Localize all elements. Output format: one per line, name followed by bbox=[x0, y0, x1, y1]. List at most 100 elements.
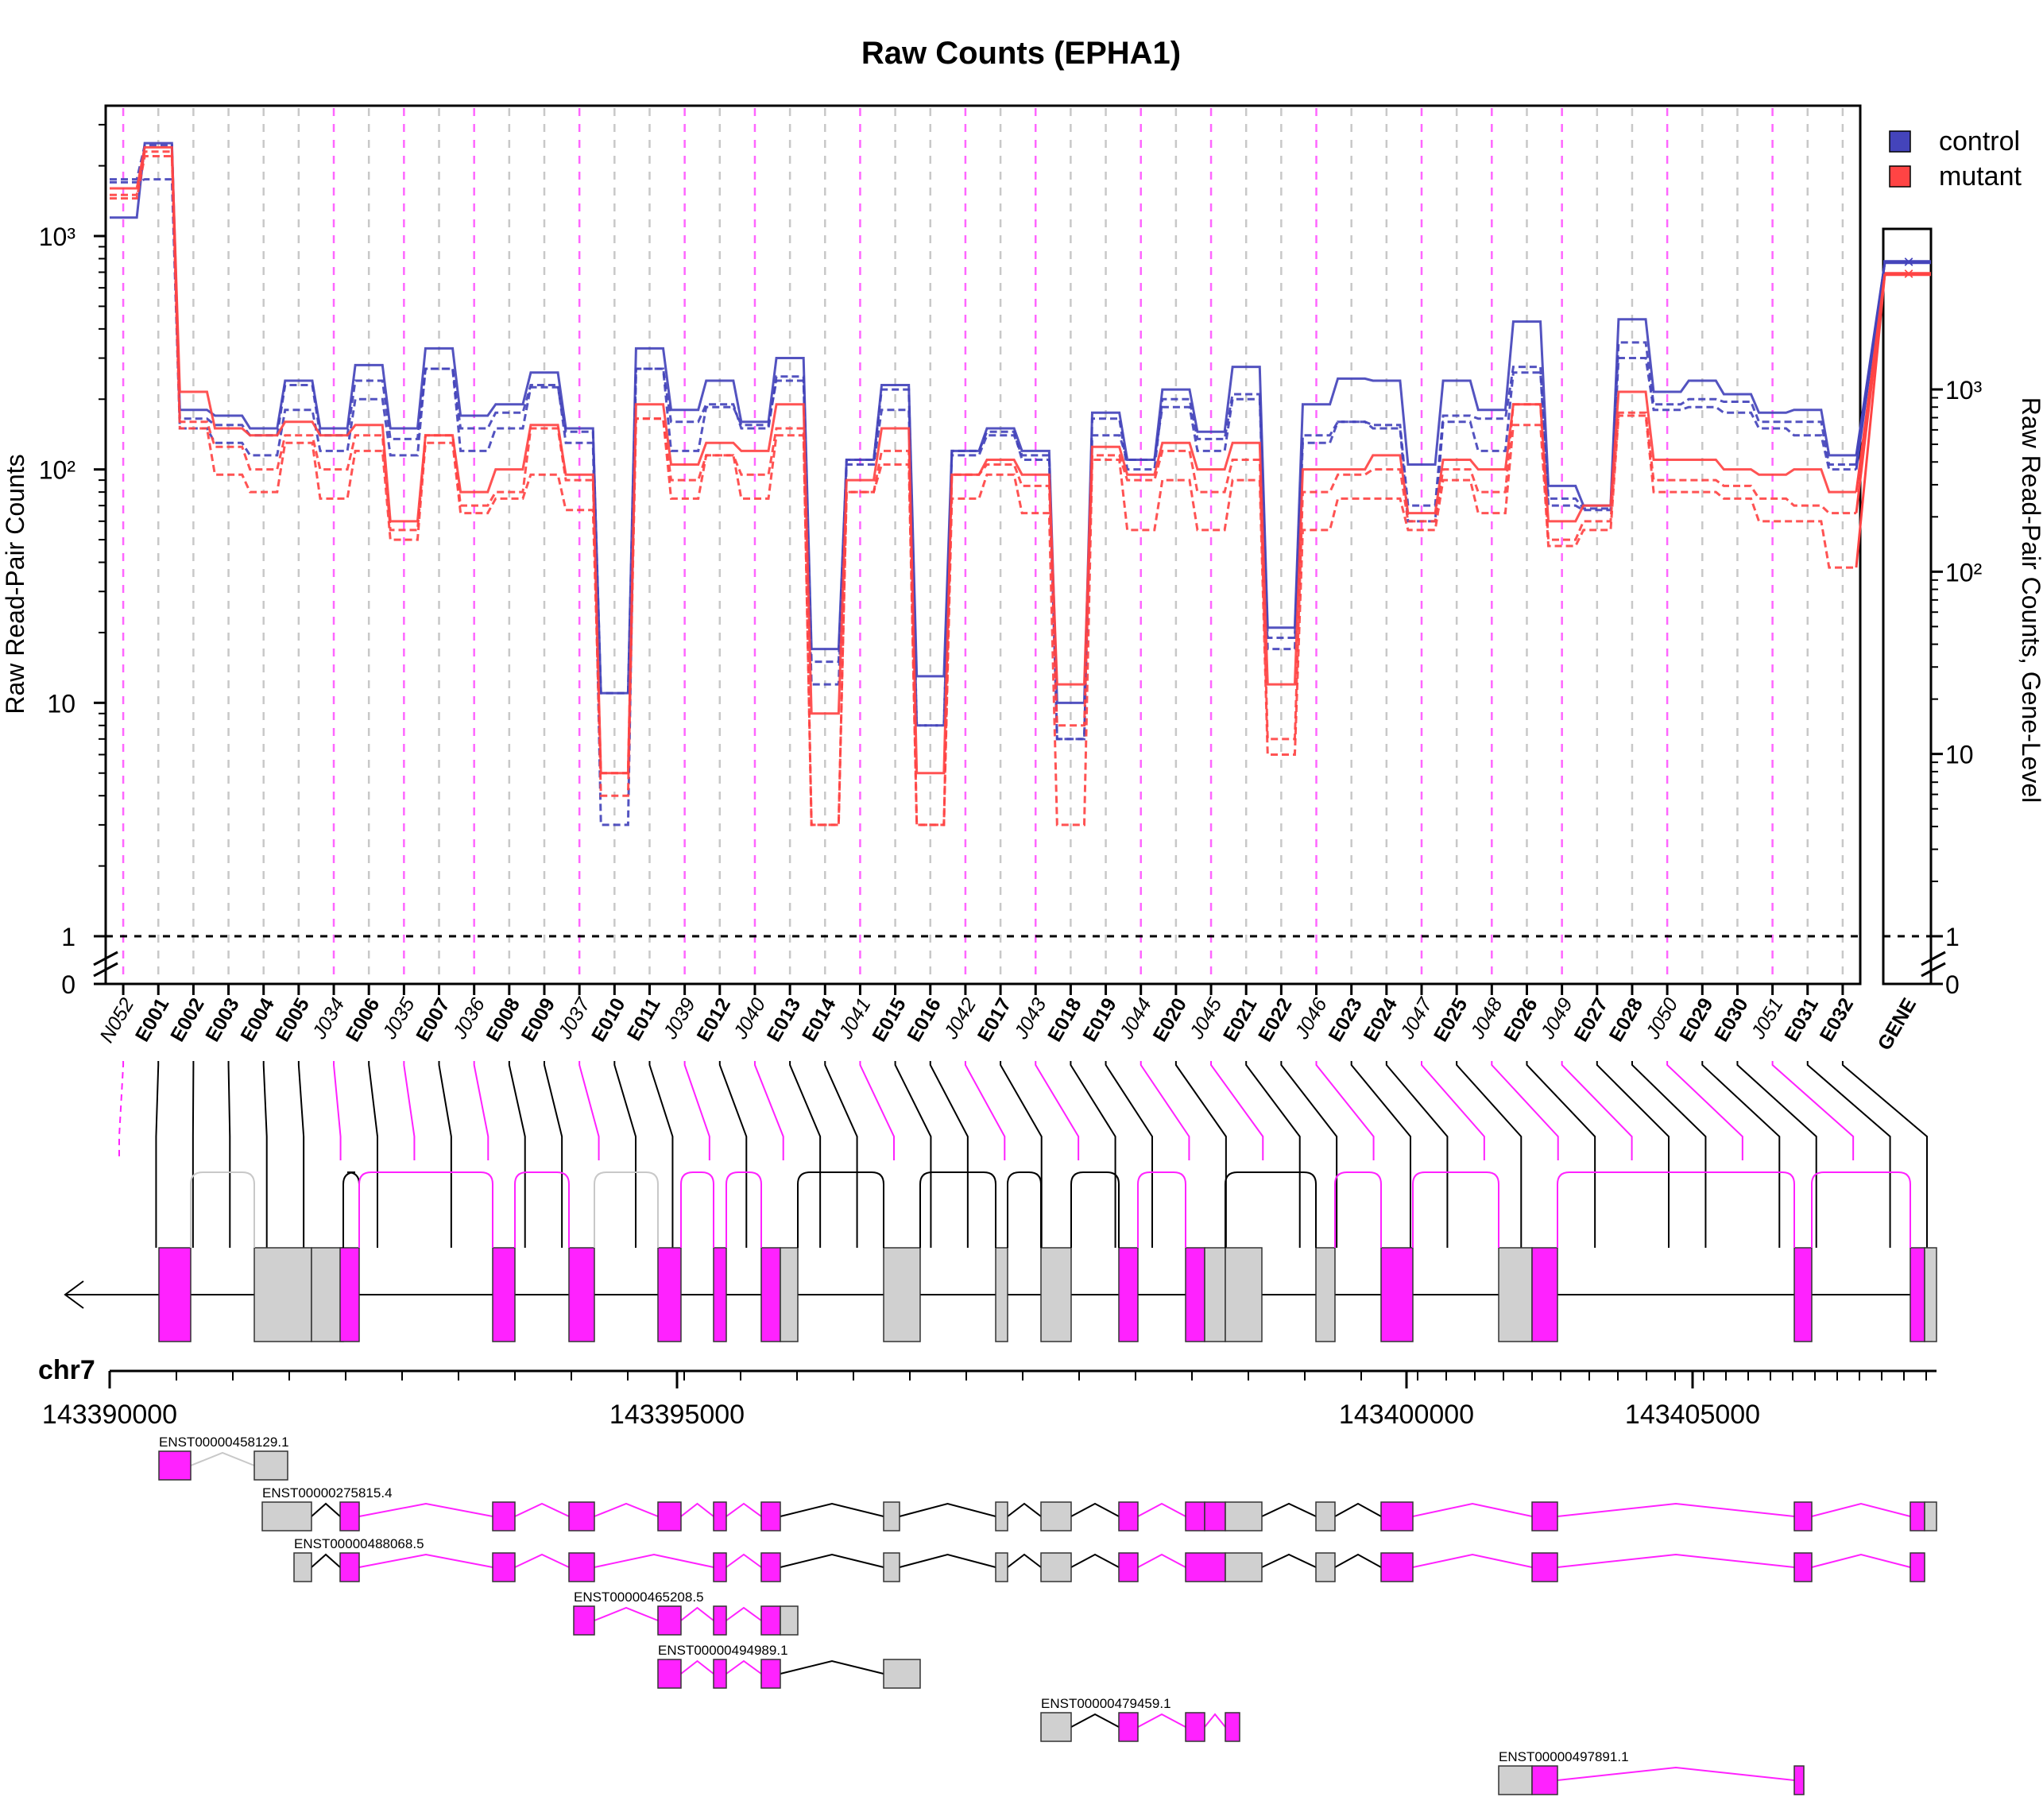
feature-label: E017 bbox=[973, 994, 1016, 1046]
transcript-intron bbox=[725, 1553, 762, 1568]
exon-box bbox=[760, 1247, 781, 1342]
transcript-exon bbox=[1531, 1552, 1558, 1582]
right-tick-label: 0 bbox=[1945, 970, 1960, 999]
feature-label: E022 bbox=[1254, 994, 1296, 1046]
gene-label: GENE bbox=[1874, 994, 1921, 1054]
mutant-sample-line bbox=[110, 145, 1856, 775]
feature-label: E007 bbox=[412, 994, 454, 1046]
transcript-intron bbox=[594, 1553, 714, 1568]
noncoding-box bbox=[311, 1247, 344, 1342]
splice-arc bbox=[514, 1171, 570, 1248]
splice-arc bbox=[1007, 1171, 1042, 1248]
main-plot-frame bbox=[104, 104, 1862, 986]
feature-connector bbox=[227, 1061, 231, 1248]
legend: control mutant bbox=[1889, 126, 2022, 192]
transcript-intron bbox=[725, 1502, 762, 1517]
mutant-sample-line bbox=[110, 154, 1856, 827]
splice-arc bbox=[358, 1171, 493, 1248]
feature-connector bbox=[1526, 1061, 1596, 1248]
feature-label: E019 bbox=[1078, 994, 1120, 1046]
splice-arc bbox=[1412, 1171, 1499, 1248]
transcript-exon bbox=[713, 1552, 727, 1582]
feature-connector bbox=[683, 1061, 710, 1160]
feature-label: E029 bbox=[1675, 994, 1717, 1046]
exon-box bbox=[1910, 1247, 1925, 1342]
feature-label: E025 bbox=[1430, 994, 1472, 1046]
feature-label: E005 bbox=[272, 994, 314, 1046]
noncoding-box bbox=[1315, 1247, 1336, 1342]
exon-box bbox=[1531, 1247, 1558, 1342]
transcript-intron bbox=[680, 1606, 714, 1621]
feature-connector bbox=[1000, 1061, 1043, 1248]
transcript-exon bbox=[1225, 1501, 1263, 1532]
feature-label: E012 bbox=[693, 994, 735, 1046]
feature-connector bbox=[192, 1061, 195, 1248]
feature-connector bbox=[1456, 1061, 1523, 1248]
transcript-exon bbox=[1118, 1712, 1139, 1742]
right-tick-label: 10 bbox=[1945, 741, 1974, 769]
feature-connector bbox=[1070, 1061, 1116, 1248]
exon-box bbox=[657, 1247, 682, 1342]
transcript-label: ENST00000479459.1 bbox=[1041, 1696, 1171, 1711]
right-tick-label: 10³ bbox=[1945, 376, 1983, 405]
genome-axis: chr7 143390000 143395000 143400000 143405000 bbox=[38, 1355, 1937, 1430]
feature-connector bbox=[859, 1061, 895, 1160]
transcript-intron bbox=[1412, 1502, 1533, 1517]
noncoding-box bbox=[883, 1247, 921, 1342]
transcript-exon bbox=[1040, 1501, 1072, 1532]
splice-arc bbox=[1557, 1171, 1795, 1248]
feature-label: E031 bbox=[1781, 994, 1823, 1046]
feature-label: E010 bbox=[587, 994, 629, 1046]
feature-label: E024 bbox=[1360, 994, 1402, 1046]
feature-label: E001 bbox=[131, 994, 173, 1046]
genome-tick-label: 143390000 bbox=[42, 1400, 177, 1430]
noncoding-box bbox=[995, 1247, 1008, 1342]
transcript-exon bbox=[760, 1659, 781, 1689]
transcript-intron bbox=[725, 1606, 762, 1621]
feature-connector bbox=[578, 1061, 600, 1160]
feature-label: E026 bbox=[1499, 994, 1542, 1046]
control-sample-line bbox=[110, 144, 1856, 827]
feature-connector bbox=[1035, 1061, 1080, 1160]
transcript-exon bbox=[1531, 1501, 1558, 1532]
transcript-intron bbox=[311, 1553, 341, 1568]
feature-connector bbox=[964, 1061, 1006, 1160]
transcript-exon bbox=[883, 1552, 900, 1582]
left-tick-label: 10 bbox=[47, 689, 75, 718]
exon-box bbox=[158, 1247, 192, 1342]
feature-label: N052 bbox=[95, 994, 138, 1047]
feature-label: E030 bbox=[1710, 994, 1752, 1046]
feature-connector bbox=[262, 1061, 268, 1248]
control-sample-line bbox=[110, 141, 1856, 704]
feature-connector bbox=[1491, 1061, 1559, 1160]
transcript-exon bbox=[780, 1605, 799, 1636]
control-gene-level-mark: × bbox=[1903, 252, 1914, 273]
gene-panel-frame bbox=[1882, 227, 1933, 986]
feature-label: E027 bbox=[1570, 994, 1612, 1046]
transcript-intron bbox=[1137, 1502, 1186, 1517]
transcript-intron bbox=[1070, 1713, 1120, 1728]
transcript-intron bbox=[1557, 1553, 1795, 1568]
transcript-exon bbox=[158, 1450, 192, 1481]
transcript-intron bbox=[680, 1659, 714, 1675]
feature-connector bbox=[544, 1061, 563, 1248]
transcript-exon bbox=[339, 1501, 360, 1532]
transcript-exon bbox=[293, 1552, 312, 1582]
transcript-intron bbox=[780, 1553, 884, 1568]
transcript-exon bbox=[261, 1501, 312, 1532]
noncoding-box bbox=[780, 1247, 799, 1342]
splice-arc bbox=[1225, 1171, 1317, 1248]
y-axis-label-left: Raw Read-Pair Counts bbox=[1, 454, 29, 714]
transcript-intron bbox=[1070, 1553, 1120, 1568]
transcript-intron bbox=[1261, 1502, 1317, 1517]
transcript-tracks: ENST00000458129.1 ENST00000275815.4 ENST00… bbox=[158, 1435, 1937, 1795]
feature-connector bbox=[1245, 1061, 1301, 1248]
feature-connector bbox=[1841, 1061, 1928, 1248]
legend-label-mutant: mutant bbox=[1939, 161, 2022, 192]
feature-label: E008 bbox=[482, 994, 524, 1046]
gene-level-panel: ×× bbox=[1855, 227, 1933, 986]
transcript-intron bbox=[1007, 1502, 1042, 1517]
